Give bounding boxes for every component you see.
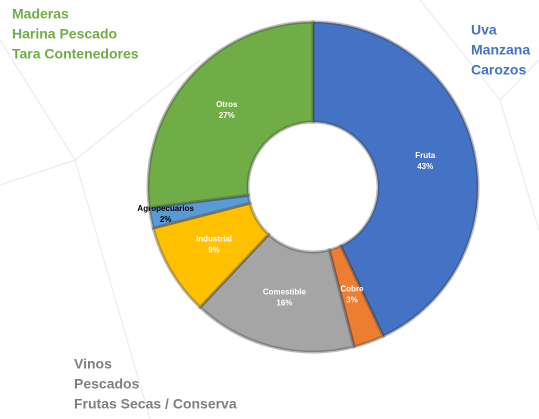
- slice-value-label: 3%: [346, 295, 358, 304]
- annotation-line: Maderas: [12, 6, 69, 22]
- donut-slice: [147, 193, 252, 230]
- slice-label: Otros: [216, 100, 238, 109]
- slice-label: Industrial: [196, 235, 232, 244]
- annotation-line: Tara Contenedores: [12, 46, 139, 62]
- donut-slice: [197, 232, 356, 354]
- slice-value-label: 2%: [160, 215, 172, 224]
- slice-value-label: 43%: [417, 162, 433, 171]
- annotation-line: Vinos: [74, 356, 112, 372]
- annotation-line: Manzana: [471, 42, 530, 58]
- donut-slice: [327, 243, 386, 349]
- slice-label: Fruta: [415, 151, 436, 160]
- slice-label: Comestible: [263, 287, 307, 296]
- annotation-line: Carozos: [471, 62, 526, 78]
- donut-slice: [151, 201, 271, 310]
- annotation-line: Uva: [471, 22, 497, 38]
- slice-value-label: 9%: [208, 246, 220, 255]
- slice-value-label: 16%: [276, 298, 292, 307]
- slice-label: Cobre: [340, 284, 364, 293]
- donut-slice: [146, 20, 315, 210]
- annotation-line: Pescados: [74, 376, 140, 392]
- donut-slice: [311, 20, 480, 339]
- annotation-line: Frutas Secas / Conserva: [74, 396, 237, 412]
- slice-label: Agropecuarios: [137, 204, 194, 213]
- annotation-line: Harina Pescado: [12, 26, 117, 42]
- slice-value-label: 27%: [219, 111, 235, 120]
